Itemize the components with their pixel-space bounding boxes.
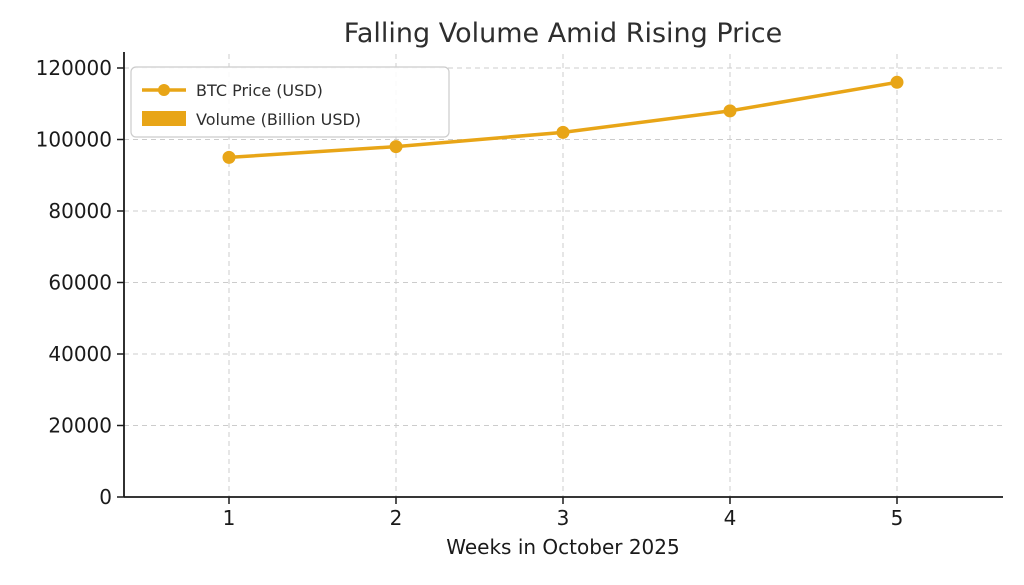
y-tick-label: 100000 (36, 128, 112, 152)
x-axis-label: Weeks in October 2025 (446, 535, 679, 559)
legend-patch-sample (142, 111, 186, 126)
legend: BTC Price (USD) Volume (Billion USD) (130, 66, 450, 138)
y-tick-label: 120000 (36, 56, 112, 80)
data-point-marker (723, 104, 737, 118)
legend-marker-sample (158, 84, 170, 96)
chart-title: Falling Volume Amid Rising Price (344, 18, 782, 49)
x-tick-label: 5 (891, 506, 904, 530)
x-tick-label: 4 (724, 506, 737, 530)
data-point-marker (389, 140, 403, 154)
y-tick-label: 80000 (48, 199, 112, 223)
legend-label-btc-price: BTC Price (USD) (196, 81, 323, 100)
data-point-marker (222, 150, 236, 164)
axis-ticks (117, 67, 898, 504)
y-tick-label: 20000 (48, 414, 112, 438)
axis-tick-labels: 0 20000 40000 60000 80000 100000 120000 1 2 3 4 5 (36, 56, 904, 530)
legend-box (130, 66, 450, 138)
data-point-marker (890, 75, 904, 89)
legend-label-volume: Volume (Billion USD) (196, 110, 361, 129)
y-tick-label: 60000 (48, 271, 112, 295)
x-tick-label: 2 (390, 506, 403, 530)
price-line-series (222, 75, 904, 164)
x-tick-label: 3 (557, 506, 570, 530)
data-point-marker (556, 125, 570, 139)
y-tick-label: 40000 (48, 342, 112, 366)
y-tick-label: 0 (99, 485, 112, 509)
x-tick-label: 1 (223, 506, 236, 530)
